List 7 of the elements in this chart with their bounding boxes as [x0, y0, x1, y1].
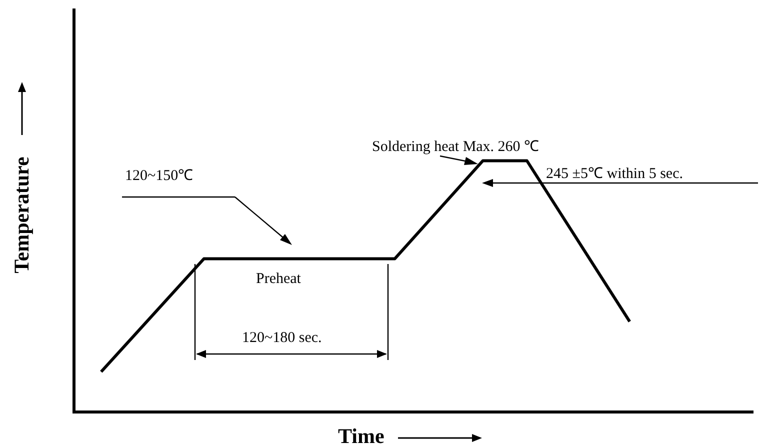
- y-axis-title: Temperature: [10, 156, 34, 274]
- annotation: Preheat: [256, 271, 301, 288]
- annotation: 120~150℃: [125, 167, 194, 185]
- x-axis-title: Time: [338, 424, 384, 448]
- annotation: 120~180 sec.: [242, 330, 322, 347]
- annotation: 245 ±5℃ within 5 sec.: [546, 165, 683, 183]
- text: Soldering heat Max. 260 ℃: [372, 138, 540, 156]
